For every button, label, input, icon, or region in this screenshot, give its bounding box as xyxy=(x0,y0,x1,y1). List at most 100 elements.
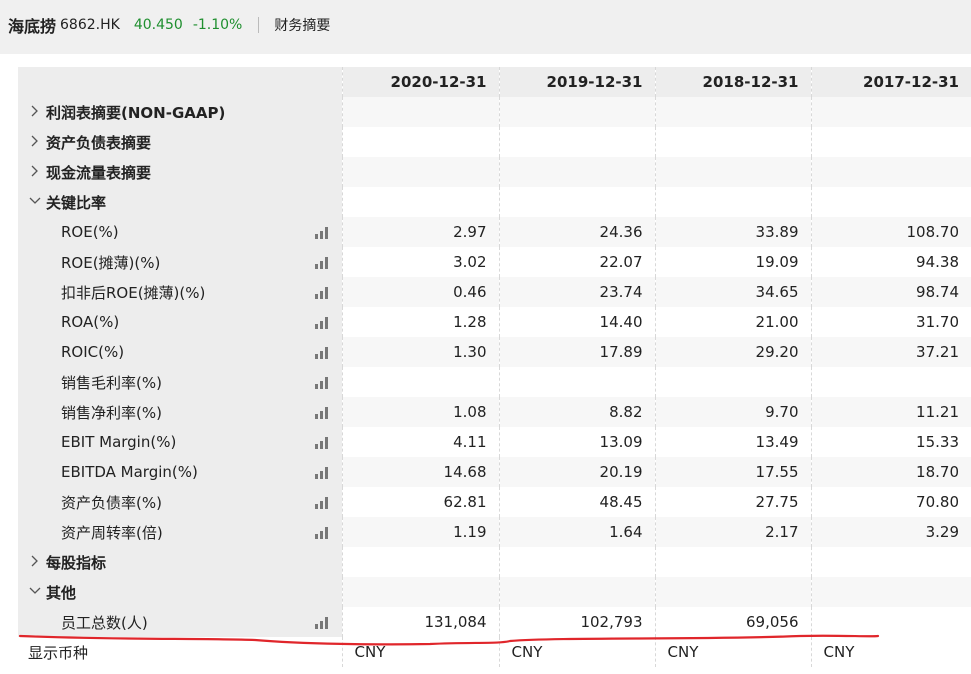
row-label: 利润表摘要(NON-GAAP) xyxy=(46,103,226,122)
bar-chart-icon[interactable] xyxy=(314,495,330,509)
chevron-right-icon[interactable] xyxy=(28,134,42,148)
value-cell xyxy=(810,97,971,127)
bar-chart-icon[interactable] xyxy=(314,435,330,449)
section-row[interactable]: 其他 xyxy=(18,577,971,607)
value-cell xyxy=(654,97,811,127)
value-cell: 37.21 xyxy=(810,337,971,367)
value-cell xyxy=(654,577,811,607)
column-header[interactable]: 2018-12-31 xyxy=(654,67,811,97)
section-row[interactable]: 关键比率 xyxy=(18,187,971,217)
row-label: 扣非后ROE(摊薄)(%) xyxy=(61,283,206,302)
value-cell: 11.21 xyxy=(810,397,971,427)
value-cell: 94.38 xyxy=(810,247,971,277)
value-cell: 14.40 xyxy=(498,307,655,337)
bar-chart-icon[interactable] xyxy=(314,525,330,539)
value-cell: 18.70 xyxy=(810,457,971,487)
data-row: 销售净利率(%) 1.08 8.82 9.70 11.21 xyxy=(18,397,971,427)
value-cell: 3.29 xyxy=(810,517,971,547)
currency-value: CNY xyxy=(810,637,971,667)
section-row[interactable]: 资产负债表摘要 xyxy=(18,127,971,157)
value-cell xyxy=(341,127,499,157)
bar-chart-icon[interactable] xyxy=(314,285,330,299)
section-row[interactable]: 每股指标 xyxy=(18,547,971,577)
value-cell: 14.68 xyxy=(341,457,499,487)
value-cell xyxy=(498,97,655,127)
value-cell xyxy=(810,367,971,397)
top-bar: 海底捞 6862.HK 40.450 -1.10% 财务摘要 xyxy=(0,0,971,50)
row-label-cell: 扣非后ROE(摊薄)(%) xyxy=(18,277,342,307)
value-cell: 20.19 xyxy=(498,457,655,487)
value-cell: 1.30 xyxy=(341,337,499,367)
row-label: ROE(摊薄)(%) xyxy=(61,253,161,272)
stock-name: 海底捞 xyxy=(8,17,57,36)
divider xyxy=(258,17,260,33)
bar-chart-icon[interactable] xyxy=(314,225,330,239)
value-cell xyxy=(341,577,499,607)
value-cell: 21.00 xyxy=(654,307,811,337)
chevron-down-icon[interactable] xyxy=(28,584,42,598)
value-cell xyxy=(810,157,971,187)
row-label-cell: 销售毛利率(%) xyxy=(18,367,342,397)
row-label-cell: ROA(%) xyxy=(18,307,342,337)
bar-chart-icon[interactable] xyxy=(314,345,330,359)
bar-chart-icon[interactable] xyxy=(314,465,330,479)
data-row: ROIC(%) 1.30 17.89 29.20 37.21 xyxy=(18,337,971,367)
currency-value: CNY xyxy=(341,637,499,667)
value-cell: 34.65 xyxy=(654,277,811,307)
chevron-right-icon[interactable] xyxy=(28,104,42,118)
data-row: 扣非后ROE(摊薄)(%) 0.46 23.74 34.65 98.74 xyxy=(18,277,971,307)
value-cell xyxy=(498,577,655,607)
row-label-cell: 资产周转率(倍) xyxy=(18,517,342,547)
value-cell: 13.49 xyxy=(654,427,811,457)
stock-price: 40.450 xyxy=(133,17,183,33)
value-cell xyxy=(654,187,811,217)
value-cell xyxy=(498,547,655,577)
bar-chart-icon[interactable] xyxy=(314,615,330,629)
value-cell: 23.74 xyxy=(498,277,655,307)
value-cell: 1.08 xyxy=(341,397,499,427)
table-header-row: 2020-12-31 2019-12-31 2018-12-31 2017-12… xyxy=(18,67,971,97)
bar-chart-icon[interactable] xyxy=(314,405,330,419)
value-cell xyxy=(498,187,655,217)
value-cell: 27.75 xyxy=(654,487,811,517)
bar-chart-icon[interactable] xyxy=(314,375,330,389)
bar-chart-icon[interactable] xyxy=(314,255,330,269)
data-row: 销售毛利率(%) xyxy=(18,367,971,397)
row-label: 其他 xyxy=(46,583,77,602)
chevron-right-icon[interactable] xyxy=(28,554,42,568)
chevron-right-icon[interactable] xyxy=(28,164,42,178)
value-cell: 48.45 xyxy=(498,487,655,517)
value-cell: 2.97 xyxy=(341,217,499,247)
value-cell xyxy=(341,157,499,187)
value-cell xyxy=(341,97,499,127)
chevron-down-icon[interactable] xyxy=(28,194,42,208)
value-cell xyxy=(654,127,811,157)
data-row: EBITDA Margin(%) 14.68 20.19 17.55 18.70 xyxy=(18,457,971,487)
column-header[interactable]: 2020-12-31 xyxy=(341,67,499,97)
section-row[interactable]: 现金流量表摘要 xyxy=(18,157,971,187)
value-cell xyxy=(810,577,971,607)
column-header[interactable]: 2017-12-31 xyxy=(810,67,971,97)
row-label: 关键比率 xyxy=(46,193,107,212)
bar-chart-icon[interactable] xyxy=(314,315,330,329)
row-label-cell: 利润表摘要(NON-GAAP) xyxy=(18,97,342,127)
row-label-cell: ROE(摊薄)(%) xyxy=(18,247,342,277)
value-cell xyxy=(498,127,655,157)
row-label: ROE(%) xyxy=(61,223,119,241)
row-label-cell: ROIC(%) xyxy=(18,337,342,367)
value-cell: 33.89 xyxy=(654,217,811,247)
column-header[interactable]: 2019-12-31 xyxy=(498,67,655,97)
row-label-cell: 其他 xyxy=(18,577,342,607)
section-row[interactable]: 利润表摘要(NON-GAAP) xyxy=(18,97,971,127)
value-cell: 17.89 xyxy=(498,337,655,367)
row-label: EBIT Margin(%) xyxy=(61,433,177,451)
value-cell: 8.82 xyxy=(498,397,655,427)
data-row: ROA(%) 1.28 14.40 21.00 31.70 xyxy=(18,307,971,337)
value-cell xyxy=(810,127,971,157)
row-label-cell: EBIT Margin(%) xyxy=(18,427,342,457)
value-cell: 19.09 xyxy=(654,247,811,277)
value-cell xyxy=(341,187,499,217)
value-cell: 29.20 xyxy=(654,337,811,367)
tab-financial-summary[interactable]: 财务摘要 xyxy=(274,18,331,34)
stock-code: 6862.HK xyxy=(60,17,120,33)
